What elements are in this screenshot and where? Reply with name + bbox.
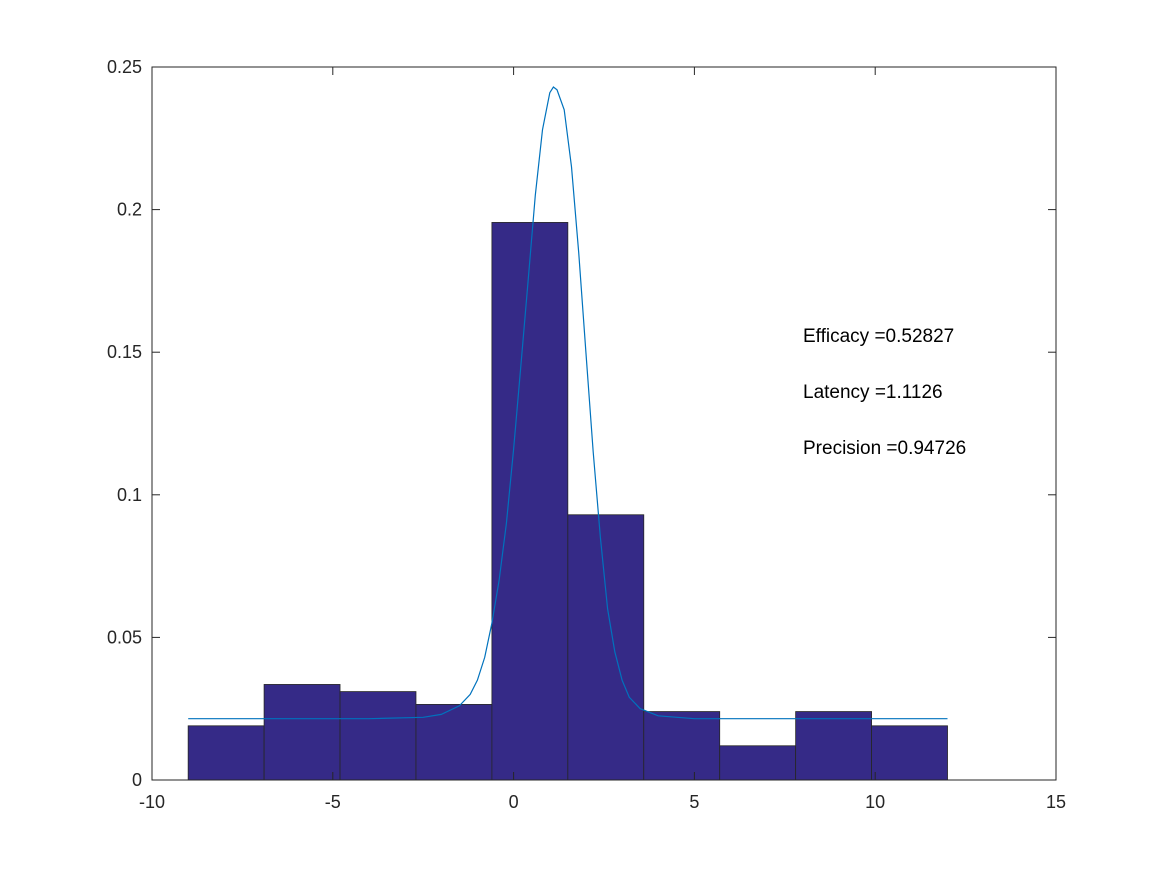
x-tick-label: -10 <box>139 792 165 812</box>
x-tick-label: 10 <box>865 792 885 812</box>
y-tick-label: 0.15 <box>107 342 142 362</box>
axes-box <box>151 66 1057 781</box>
x-tick-label: -5 <box>325 792 341 812</box>
annotation-efficacy: Efficacy =0.52827 <box>803 326 954 347</box>
histogram-bar <box>339 691 417 781</box>
y-axis: 0 0.05 0.1 0.15 0.2 0.25 <box>107 57 1056 790</box>
histogram-bar <box>415 704 493 781</box>
annotation-latency: Latency =1.1126 <box>803 382 943 403</box>
histogram-bar <box>643 711 721 781</box>
y-tick-label: 0.2 <box>117 200 142 220</box>
histogram-bar <box>719 745 797 781</box>
y-tick-label: 0.1 <box>117 485 142 505</box>
x-tick-label: 15 <box>1046 792 1066 812</box>
histogram-bar <box>263 684 341 781</box>
y-tick-label: 0 <box>132 770 142 790</box>
histogram-bar <box>491 222 569 781</box>
histogram-bar <box>871 725 948 781</box>
histogram-bar <box>567 514 645 781</box>
y-tick-label: 0.05 <box>107 627 142 647</box>
y-tick-label: 0.25 <box>107 57 142 77</box>
x-axis: -10 -5 0 5 10 15 <box>139 67 1066 812</box>
histogram-bar <box>795 711 872 781</box>
histogram-bar <box>187 725 265 781</box>
annotations: Efficacy =0.52827 Latency =1.1126 Precisio… <box>803 326 966 459</box>
annotation-precision: Precision =0.94726 <box>803 438 966 459</box>
x-tick-label: 5 <box>689 792 699 812</box>
histogram-bars <box>187 222 948 781</box>
x-tick-label: 0 <box>509 792 519 812</box>
fit-curve <box>188 86 948 720</box>
